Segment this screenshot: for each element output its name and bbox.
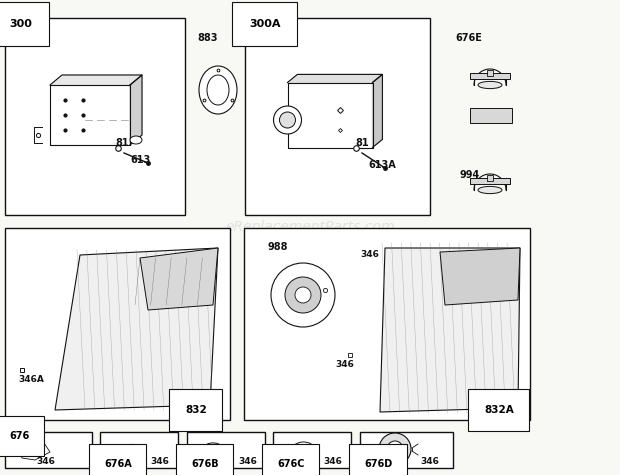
Text: 613A: 613A: [368, 160, 396, 170]
Bar: [100, 432, 178, 468]
Bar: [470, 73, 510, 79]
Circle shape: [273, 106, 301, 134]
Text: 676: 676: [9, 431, 29, 441]
Text: 676D: 676D: [364, 459, 392, 469]
Text: 832A: 832A: [484, 405, 514, 415]
Polygon shape: [373, 75, 383, 148]
Text: 346: 346: [36, 457, 55, 466]
Polygon shape: [140, 248, 218, 310]
Ellipse shape: [206, 448, 218, 458]
Polygon shape: [440, 248, 520, 305]
Text: 346: 346: [360, 250, 379, 259]
Text: 676A: 676A: [104, 459, 131, 469]
Text: 994: 994: [460, 170, 481, 180]
Bar: [273, 432, 351, 468]
Text: 346: 346: [335, 360, 354, 369]
Bar: [187, 432, 265, 468]
Circle shape: [392, 446, 398, 452]
Text: 613: 613: [130, 155, 150, 165]
Circle shape: [295, 287, 311, 303]
Ellipse shape: [123, 449, 133, 456]
Text: 346: 346: [238, 457, 257, 466]
Circle shape: [379, 433, 411, 465]
Ellipse shape: [291, 442, 315, 460]
Text: 676C: 676C: [277, 459, 304, 469]
Bar: [244, 228, 530, 420]
Text: 832: 832: [185, 405, 206, 415]
Bar: [470, 108, 512, 123]
Ellipse shape: [199, 66, 237, 114]
Text: 676B: 676B: [191, 459, 219, 469]
Text: 346A: 346A: [18, 375, 44, 384]
Text: 883: 883: [197, 33, 218, 43]
Bar: [5, 432, 92, 468]
Ellipse shape: [478, 81, 502, 89]
Ellipse shape: [130, 136, 142, 144]
Text: 346: 346: [150, 457, 169, 466]
Polygon shape: [380, 248, 520, 412]
Bar: [5, 228, 230, 420]
Text: 988: 988: [268, 242, 288, 252]
Text: 346: 346: [323, 457, 342, 466]
Bar: [245, 18, 430, 215]
Circle shape: [387, 441, 403, 457]
Ellipse shape: [117, 445, 139, 460]
Bar: [360, 432, 453, 468]
Bar: [470, 178, 510, 184]
Text: 346: 346: [420, 457, 439, 466]
Text: 300: 300: [9, 19, 32, 29]
Text: 81: 81: [355, 138, 369, 148]
Text: 676E: 676E: [455, 33, 482, 43]
Ellipse shape: [207, 75, 229, 105]
Polygon shape: [55, 248, 218, 410]
Polygon shape: [50, 75, 142, 85]
Ellipse shape: [299, 446, 311, 456]
Circle shape: [285, 277, 321, 313]
Text: eReplacementParts.com: eReplacementParts.com: [225, 220, 395, 235]
Ellipse shape: [200, 443, 224, 461]
Text: 81: 81: [115, 138, 128, 148]
Ellipse shape: [478, 186, 502, 194]
Polygon shape: [288, 75, 383, 83]
Polygon shape: [130, 75, 142, 145]
Text: 300A: 300A: [249, 19, 280, 29]
Circle shape: [280, 112, 296, 128]
Circle shape: [271, 263, 335, 327]
Bar: [5, 18, 185, 215]
